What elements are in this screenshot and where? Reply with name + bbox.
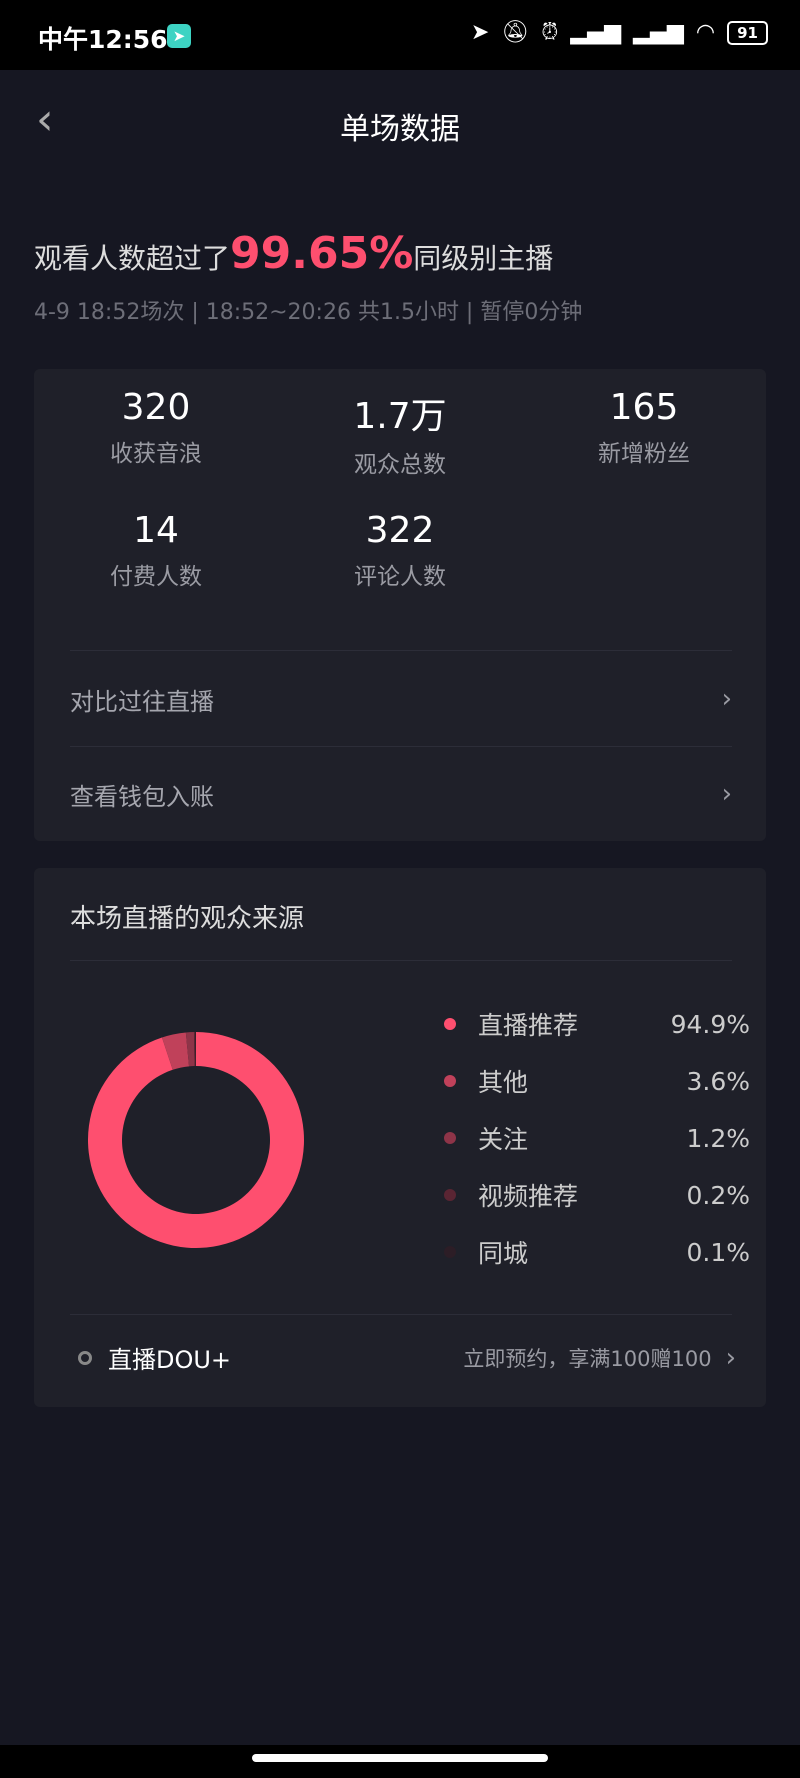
headline-suffix: 同级别主播: [413, 242, 554, 275]
divider: [70, 746, 732, 747]
chevron-right-icon: ›: [721, 779, 732, 809]
stat-value: 1.7万: [353, 396, 447, 437]
dou-promo: 立即预约，享满100赠100: [463, 1346, 712, 1371]
stat-paying-users: 14 付费人数: [34, 510, 278, 591]
audience-source-card: 本场直播的观众来源 直播DOU+ 立即预约，享满100赠100 › 直播推荐 94…: [34, 868, 766, 1407]
legend-value: 94.9%: [670, 1009, 750, 1039]
legend-dot: [444, 1246, 456, 1258]
summary-headline: 观看人数超过了99.65%同级别主播: [34, 228, 553, 279]
alarm-icon: ⏰︎: [541, 20, 559, 45]
percent-highlight: 99.65%: [230, 228, 414, 279]
section-title: 本场直播的观众来源: [70, 904, 305, 934]
legend-item: 直播推荐 94.9%: [444, 1004, 750, 1044]
legend-value: 0.2%: [686, 1180, 750, 1210]
legend-dot: [444, 1132, 456, 1144]
home-indicator[interactable]: [252, 1754, 548, 1762]
donut-slice-4: [195, 1032, 196, 1067]
link-label: 查看钱包入账: [70, 782, 214, 811]
stat-value: 320: [121, 387, 191, 428]
legend-dot: [444, 1018, 456, 1030]
back-button[interactable]: ‹: [36, 98, 54, 142]
legend-item: 关注 1.2%: [444, 1118, 750, 1158]
stat-new-followers: 165 新增粉丝: [522, 387, 766, 468]
legend-label: 同城: [478, 1239, 529, 1268]
legend-label: 视频推荐: [478, 1182, 579, 1211]
legend-dot: [444, 1075, 456, 1087]
stat-value: 14: [133, 510, 179, 551]
stat-value: 322: [365, 510, 435, 551]
donut-slice-2: [185, 1032, 195, 1067]
wallet-income-link[interactable]: 查看钱包入账 ›: [70, 749, 732, 839]
legend-value: 1.2%: [686, 1123, 750, 1153]
mute-icon: 🔕︎: [501, 20, 530, 45]
legend-value: 3.6%: [686, 1066, 750, 1096]
legend-dot: [444, 1189, 456, 1201]
status-bar: 中午12:56 ➤ ➤ 🔕︎ ⏰︎ ▂▄▆ ▂▄▆ ◠ 91: [0, 0, 800, 70]
page-title: 单场数据: [340, 112, 460, 147]
stat-label: 评论人数: [354, 564, 446, 590]
signal-icon: ▂▄▆: [633, 20, 684, 45]
audience-donut-chart: [87, 1032, 304, 1248]
donut-slice-1: [161, 1032, 190, 1070]
legend-item: 同城 0.1%: [444, 1232, 750, 1272]
signal-hd-icon: ▂▄▆: [570, 20, 622, 45]
status-icons: ➤ 🔕︎ ⏰︎ ▂▄▆ ▂▄▆ ◠ 91: [471, 20, 768, 45]
stat-label: 观众总数: [354, 452, 446, 478]
link-label: 对比过往直播: [70, 687, 214, 716]
divider: [70, 1314, 732, 1315]
legend-label: 其他: [478, 1068, 529, 1097]
location-icon: ➤: [470, 20, 490, 45]
headline-prefix: 观看人数超过了: [34, 242, 231, 275]
stat-value: 165: [609, 387, 679, 428]
legend-label: 直播推荐: [478, 1011, 579, 1040]
clock: 中午12:56: [38, 25, 168, 54]
legend-item: 其他 3.6%: [444, 1061, 750, 1101]
stat-sound-waves: 320 收获音浪: [34, 387, 278, 468]
legend-value: 0.1%: [686, 1237, 750, 1267]
session-info: 4-9 18:52场次 | 18:52~20:26 共1.5小时 | 暂停0分钟: [34, 300, 583, 325]
stat-label: 付费人数: [110, 564, 202, 590]
stats-card: 320 收获音浪 1.7万 观众总数 165 新增粉丝 14 付费人数 322 评论人数 …: [34, 369, 766, 841]
circle-icon: [78, 1350, 92, 1365]
battery-icon: 91: [727, 20, 768, 45]
divider: [70, 960, 732, 961]
stat-total-viewers: 1.7万观众总数: [278, 387, 522, 479]
stat-commenters: 322 评论人数: [278, 510, 522, 591]
chevron-left-icon: ‹: [36, 94, 54, 145]
compare-past-lives-link[interactable]: 对比过往直播 ›: [70, 654, 732, 744]
dou-plus-row[interactable]: 直播DOU+ 立即预约，享满100赠100 ›: [78, 1340, 736, 1375]
chevron-right-icon: ›: [725, 1342, 736, 1373]
stat-label: 新增粉丝: [598, 441, 690, 467]
stat-label: 收获音浪: [110, 441, 202, 467]
navigation-app-icon: ➤: [167, 24, 191, 48]
donut-slice-0: [87, 1032, 304, 1248]
divider: [70, 650, 732, 651]
wifi-icon: ◠: [695, 20, 716, 45]
chevron-right-icon: ›: [721, 684, 732, 714]
donut-slice-3: [193, 1032, 196, 1067]
legend-item: 视频推荐 0.2%: [444, 1175, 750, 1215]
dou-label: 直播DOU+: [108, 1346, 232, 1374]
legend-label: 关注: [478, 1125, 529, 1154]
